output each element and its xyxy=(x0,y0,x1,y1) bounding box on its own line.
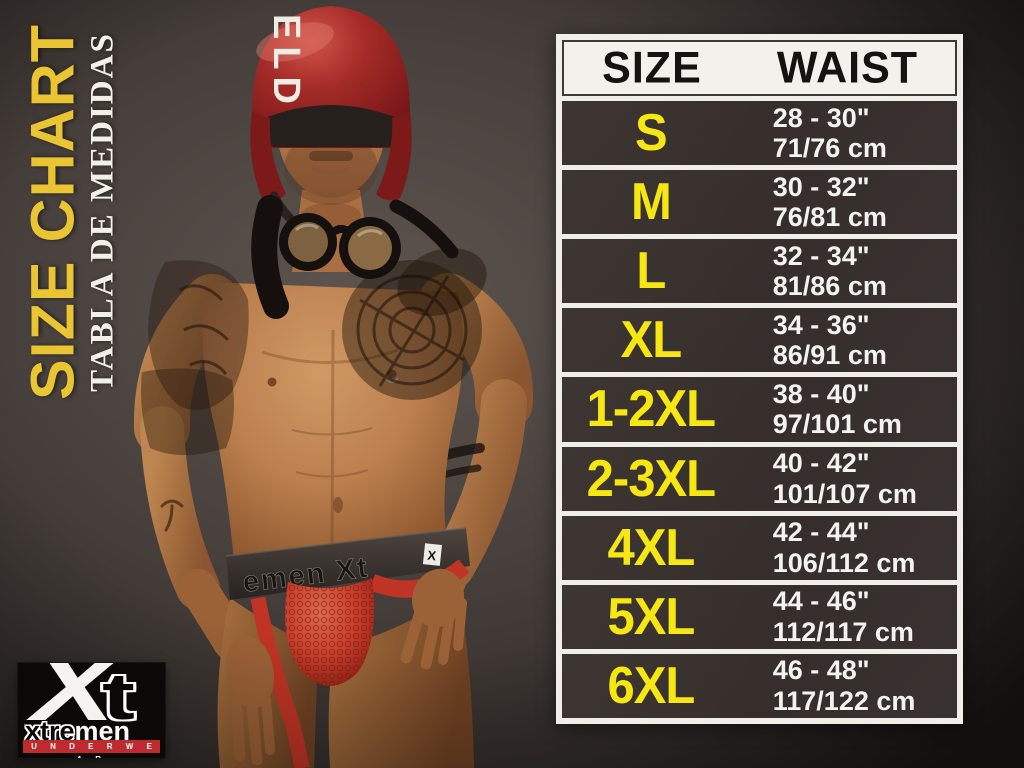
size-label: 2-3XL xyxy=(586,449,716,508)
waist-value: 44 - 46" 112/117 cm xyxy=(772,586,914,647)
size-label: L xyxy=(636,242,666,300)
table-row: 6XL 46 - 48" 117/122 cm xyxy=(562,653,957,718)
logo-x-monogram: X xyxy=(32,663,115,740)
table-row: 4XL 42 - 44" 106/112 cm xyxy=(562,515,957,580)
size-label: 4XL xyxy=(607,519,695,577)
table-row: L 32 - 34" 81/86 cm xyxy=(562,239,957,304)
table-row: XL 34 - 36" 86/91 cm xyxy=(562,308,957,373)
table-row: 2-3XL 40 - 42" 101/107 cm xyxy=(562,446,957,511)
waist-value: 30 - 32" 76/81 cm xyxy=(772,171,887,233)
table-row: 5XL 44 - 46" 112/117 cm xyxy=(562,584,957,649)
waist-value: 32 - 34" 81/86 cm xyxy=(772,240,887,302)
xtremen-logo: X t xtremen U N D E R W E A R xyxy=(18,663,165,758)
size-chart-table: SIZE WAIST S 28 - 30" 71/76 cm M 30 - 32… xyxy=(556,34,963,724)
column-header-size: SIZE xyxy=(602,42,702,93)
table-row: 1-2XL 38 - 40" 97/101 cm xyxy=(562,377,957,442)
size-label: 5XL xyxy=(607,588,695,646)
waist-value: 28 - 30" 71/76 cm xyxy=(772,102,887,164)
waist-value: 40 - 42" 101/107 cm xyxy=(772,448,917,509)
size-label: M xyxy=(630,173,672,231)
table-row: M 30 - 32" 76/81 cm xyxy=(562,170,957,235)
waist-value: 46 - 48" 117/122 cm xyxy=(772,655,916,716)
waist-value: 42 - 44" 106/112 cm xyxy=(772,517,916,578)
table-header-row: SIZE WAIST xyxy=(562,40,957,96)
size-label: 1-2XL xyxy=(586,380,716,439)
size-label: 6XL xyxy=(607,657,695,715)
waist-value: 34 - 36" 86/91 cm xyxy=(772,309,887,371)
column-header-waist: WAIST xyxy=(776,42,919,93)
logo-underwear-bar: U N D E R W E A R xyxy=(23,740,160,758)
table-row: S 28 - 30" 71/76 cm xyxy=(562,101,957,166)
logo-t-monogram: t xyxy=(102,663,135,733)
size-label: XL xyxy=(620,311,683,369)
waist-value: 38 - 40" 97/101 cm xyxy=(772,378,902,440)
size-label: S xyxy=(635,104,668,162)
